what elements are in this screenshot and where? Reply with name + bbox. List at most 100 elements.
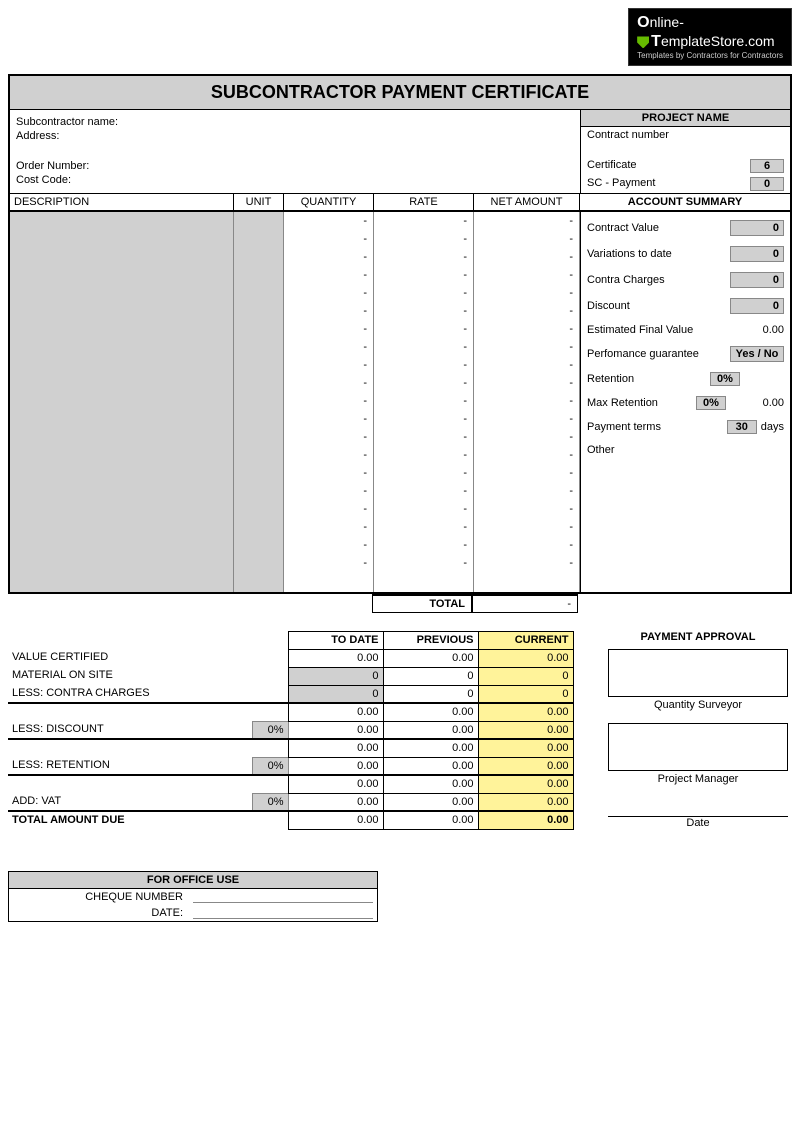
row-add-vat: ADD: VAT: [8, 793, 252, 811]
mat-curr: 0: [478, 667, 573, 685]
unit-column[interactable]: [234, 212, 284, 592]
variations-value[interactable]: 0: [730, 246, 784, 262]
line-cell[interactable]: -: [374, 410, 467, 428]
page-title: SUBCONTRACTOR PAYMENT CERTIFICATE: [10, 76, 790, 110]
vc-todate[interactable]: 0.00: [288, 649, 383, 667]
retention-pct[interactable]: 0%: [252, 757, 288, 775]
qs-label: Quantity Surveyor: [608, 699, 788, 711]
line-cell[interactable]: -: [284, 212, 367, 230]
line-cell[interactable]: -: [284, 284, 367, 302]
line-cell[interactable]: -: [284, 392, 367, 410]
line-cell[interactable]: -: [374, 338, 467, 356]
lc-todate[interactable]: 0: [288, 685, 383, 703]
pm-signature-box[interactable]: [608, 723, 788, 771]
discount-pct[interactable]: 0%: [252, 721, 288, 739]
line-cell: -: [474, 374, 573, 392]
line-cell[interactable]: -: [284, 230, 367, 248]
line-cell[interactable]: -: [374, 554, 467, 572]
line-cell[interactable]: -: [374, 428, 467, 446]
office-date-value[interactable]: [193, 907, 373, 919]
retention-label: Retention: [587, 373, 710, 385]
ld-prev: 0.00: [383, 721, 478, 739]
line-cell[interactable]: -: [284, 248, 367, 266]
logo-templatestore: emplateStore: [661, 33, 744, 49]
line-cell[interactable]: -: [284, 266, 367, 284]
line-cell[interactable]: -: [374, 320, 467, 338]
desc-column[interactable]: [10, 212, 234, 592]
vc-prev[interactable]: 0.00: [383, 649, 478, 667]
line-cell[interactable]: -: [374, 266, 467, 284]
contra-value[interactable]: 0: [730, 272, 784, 288]
line-cell[interactable]: -: [374, 464, 467, 482]
line-cell[interactable]: -: [374, 518, 467, 536]
total-value: -: [472, 594, 578, 613]
row-less-discount: LESS: DISCOUNT: [8, 721, 252, 739]
line-cell[interactable]: -: [284, 410, 367, 428]
line-cell[interactable]: -: [284, 320, 367, 338]
vat-pct[interactable]: 0%: [252, 793, 288, 811]
line-cell: -: [474, 392, 573, 410]
hdr-todate: TO DATE: [288, 631, 383, 649]
line-cell[interactable]: -: [284, 446, 367, 464]
line-cell[interactable]: -: [284, 518, 367, 536]
logo-O: O: [637, 14, 649, 31]
line-cell[interactable]: -: [374, 392, 467, 410]
discount-label: Discount: [587, 300, 730, 312]
line-cell[interactable]: -: [374, 212, 467, 230]
qty-column[interactable]: --------------------: [284, 212, 374, 592]
line-cell[interactable]: -: [284, 464, 367, 482]
max-retention-pct[interactable]: 0%: [696, 396, 726, 410]
header-right: PROJECT NAME Contract number Certificate…: [580, 110, 790, 193]
cost-label: Cost Code:: [16, 174, 186, 186]
header-left: Subcontractor name: Address: Order Numbe…: [10, 110, 580, 193]
line-cell[interactable]: -: [374, 356, 467, 374]
line-cell: -: [474, 464, 573, 482]
rate-column[interactable]: --------------------: [374, 212, 474, 592]
line-cell[interactable]: -: [284, 302, 367, 320]
line-cell[interactable]: -: [374, 230, 467, 248]
line-cell: -: [474, 554, 573, 572]
contract-value[interactable]: 0: [730, 220, 784, 236]
pm-label: Project Manager: [608, 773, 788, 785]
line-cell[interactable]: -: [284, 500, 367, 518]
mat-prev[interactable]: 0: [383, 667, 478, 685]
certificate-value[interactable]: 6: [750, 159, 784, 173]
terms-value[interactable]: 30: [727, 420, 757, 434]
sc-payment-value[interactable]: 0: [750, 177, 784, 191]
logo-nline: nline-: [650, 14, 684, 30]
sub3-curr: 0.00: [478, 775, 573, 793]
line-cell[interactable]: -: [374, 374, 467, 392]
discount-value[interactable]: 0: [730, 298, 784, 314]
line-cell[interactable]: -: [374, 302, 467, 320]
line-cell[interactable]: -: [284, 536, 367, 554]
logo-bar: Online- TemplateStore.com Templates by C…: [8, 8, 792, 66]
line-cell[interactable]: -: [284, 482, 367, 500]
line-cell[interactable]: -: [374, 446, 467, 464]
line-cell[interactable]: -: [374, 500, 467, 518]
line-cell[interactable]: -: [374, 482, 467, 500]
line-cell[interactable]: -: [284, 554, 367, 572]
line-cell[interactable]: -: [284, 428, 367, 446]
lc-prev[interactable]: 0: [383, 685, 478, 703]
retention-value[interactable]: 0%: [710, 372, 740, 386]
header-block: Subcontractor name: Address: Order Numbe…: [10, 110, 790, 193]
line-cell[interactable]: -: [374, 248, 467, 266]
cheque-value[interactable]: [193, 891, 373, 903]
date-line[interactable]: [608, 797, 788, 817]
qs-signature-box[interactable]: [608, 649, 788, 697]
net-column: --------------------: [474, 212, 580, 592]
line-cell: -: [474, 446, 573, 464]
logo-T: T: [651, 33, 661, 50]
mat-todate[interactable]: 0: [288, 667, 383, 685]
perf-value[interactable]: Yes / No: [730, 346, 784, 362]
line-cell: -: [474, 338, 573, 356]
col-account-summary: ACCOUNT SUMMARY: [580, 194, 790, 210]
approval-panel: PAYMENT APPROVAL Quantity Surveyor Proje…: [588, 631, 788, 841]
line-cell[interactable]: -: [284, 338, 367, 356]
line-cell[interactable]: -: [374, 284, 467, 302]
ld-curr: 0.00: [478, 721, 573, 739]
line-cell[interactable]: -: [374, 536, 467, 554]
line-cell[interactable]: -: [284, 356, 367, 374]
vat-prev: 0.00: [383, 793, 478, 811]
line-cell[interactable]: -: [284, 374, 367, 392]
